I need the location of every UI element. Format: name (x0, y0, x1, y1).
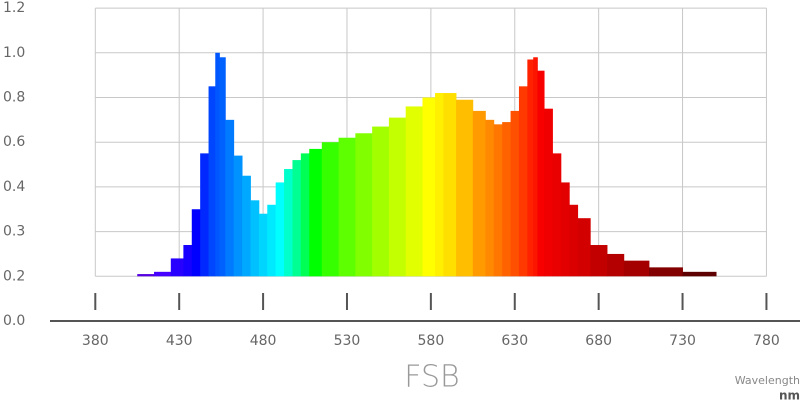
spectrum-bar (527, 59, 534, 277)
spectrum-bar (577, 218, 591, 277)
spectrum-bar (422, 97, 436, 277)
spectrum-bar (250, 200, 260, 277)
spectrum-bar (284, 169, 293, 277)
x-tick-label: 680 (585, 333, 612, 349)
spectrum-bar (338, 137, 356, 277)
x-tick-label: 730 (669, 333, 696, 349)
spectrum-bar (233, 155, 243, 277)
x-tick-label: 480 (250, 333, 277, 349)
spectrum-bar (443, 93, 457, 277)
spectrum-bar (137, 274, 155, 277)
spectrum-bar (267, 204, 277, 277)
spectrum-bar (569, 204, 579, 277)
x-axis-unit: nm (779, 389, 800, 402)
spectrum-bar (355, 133, 373, 277)
spectrum-bar (405, 106, 423, 277)
spectrum-bar (191, 209, 201, 277)
spectrum-bar (215, 52, 220, 277)
y-tick-label: 0.6 (3, 134, 25, 150)
spectrum-bar (648, 267, 683, 277)
x-tick-label: 780 (753, 333, 780, 349)
spectrum-bar (242, 175, 251, 277)
x-tick-label: 630 (501, 333, 528, 349)
spectrum-bar (321, 142, 339, 277)
spectrum-bar (502, 122, 511, 277)
y-tick-label: 0.8 (3, 90, 25, 106)
spectrum-bar (225, 119, 235, 277)
spectrum-bar (372, 126, 390, 277)
y-tick-label: 0.4 (3, 179, 25, 195)
spectrum-bar (590, 245, 608, 277)
spectrum-bar (258, 213, 268, 277)
y-tick-label: 0.3 (3, 224, 25, 240)
spectrum-bar (518, 86, 528, 277)
spectrum-bar (607, 253, 625, 277)
spectrum-bar (292, 160, 302, 277)
spectrum-bar (493, 124, 503, 277)
spectrum-bar (208, 86, 216, 277)
spectrum-bar (154, 271, 172, 277)
x-tick-label: 580 (418, 333, 445, 349)
y-tick-label: 0.0 (3, 313, 25, 329)
chart-title: FSB (404, 360, 459, 395)
spectrum-bar (435, 93, 444, 277)
x-tick-label: 380 (82, 333, 109, 349)
y-tick-label: 1.0 (3, 45, 25, 61)
spectrum-bar (560, 182, 570, 277)
spectrum-bar (183, 245, 193, 277)
spectrum-bar (537, 70, 545, 277)
spectrum-bar (682, 271, 717, 277)
spectrum-bar (388, 117, 407, 277)
spectrum-bar (170, 258, 184, 277)
spectrum-bar (456, 99, 474, 277)
spectrum-bar (623, 260, 650, 277)
spectrum-bar (544, 108, 553, 277)
spectrum-bar (200, 153, 209, 277)
y-tick-label: 1.2 (3, 0, 25, 16)
y-tick-label: 0.2 (3, 268, 25, 284)
spectrum-bar (472, 110, 486, 277)
spectrum-bar (219, 57, 226, 277)
spectrum-bar (300, 153, 310, 277)
spectrum-bar (552, 153, 562, 277)
spectrum-bar (309, 148, 323, 277)
x-tick-label: 430 (166, 333, 193, 349)
x-axis-label: Wavelength (735, 374, 800, 387)
spectrum-bar (485, 119, 495, 277)
spectrum-bar (510, 110, 520, 277)
spectrum-bar (275, 182, 285, 277)
x-tick-label: 530 (334, 333, 361, 349)
spectrum-bar (533, 57, 538, 277)
